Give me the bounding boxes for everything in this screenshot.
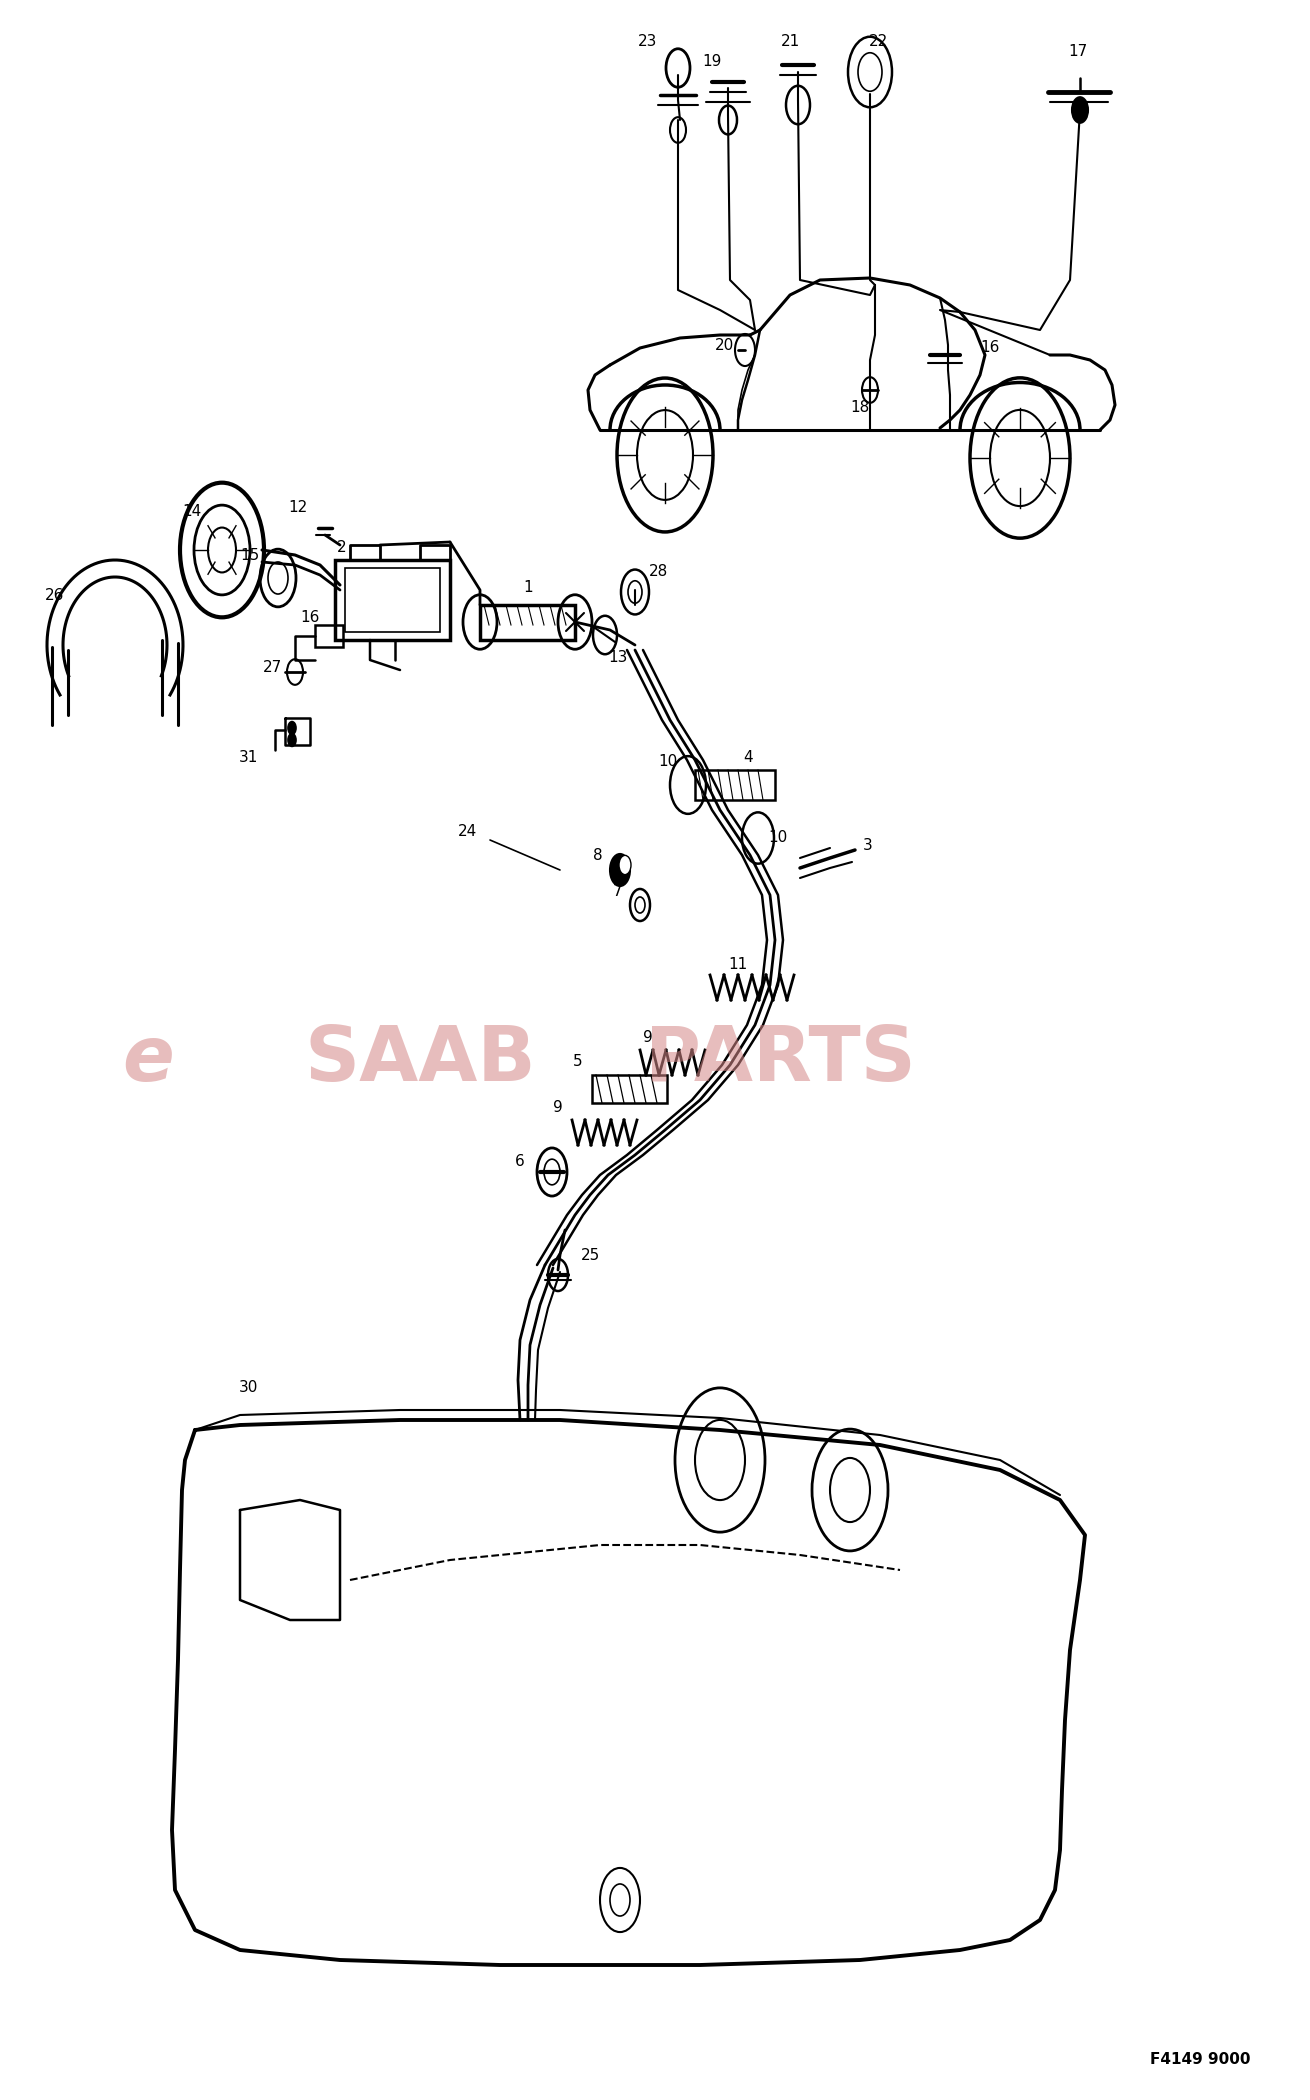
Bar (335, 561, 451, 640)
Circle shape (288, 733, 296, 746)
Text: PARTS: PARTS (645, 1023, 916, 1096)
Text: 23: 23 (638, 34, 658, 50)
Circle shape (1072, 97, 1089, 122)
Text: 14: 14 (182, 504, 202, 519)
Text: 22: 22 (869, 34, 888, 50)
Bar (345, 567, 440, 632)
Text: 24: 24 (458, 825, 478, 840)
Text: 16: 16 (300, 611, 320, 626)
Text: 4: 4 (743, 750, 753, 766)
Text: SAAB: SAAB (304, 1023, 536, 1096)
Text: 21: 21 (781, 34, 799, 50)
Text: 26: 26 (46, 588, 64, 603)
Bar (314, 626, 343, 647)
Text: 5: 5 (574, 1054, 583, 1069)
Text: e: e (122, 1023, 174, 1096)
Text: 20: 20 (715, 338, 735, 353)
Text: 10: 10 (659, 754, 677, 769)
Text: 12: 12 (288, 500, 308, 514)
Text: 2: 2 (337, 540, 347, 557)
Text: 7: 7 (613, 884, 622, 899)
Bar (592, 1075, 667, 1102)
Text: 1: 1 (523, 580, 533, 596)
Text: 25: 25 (580, 1247, 600, 1262)
Text: 9: 9 (643, 1031, 652, 1046)
Circle shape (620, 855, 631, 874)
Bar (696, 771, 776, 800)
Text: 16: 16 (980, 340, 1000, 355)
Text: 11: 11 (728, 958, 748, 972)
Text: 6: 6 (515, 1155, 525, 1170)
Bar (479, 605, 575, 640)
Text: 15: 15 (240, 548, 259, 563)
Text: 3: 3 (863, 838, 872, 853)
Text: 8: 8 (593, 848, 603, 863)
Text: 13: 13 (608, 651, 627, 666)
Circle shape (288, 722, 296, 735)
Text: 31: 31 (238, 750, 258, 766)
Text: 28: 28 (648, 565, 668, 580)
Text: F4149 9000: F4149 9000 (1149, 2052, 1250, 2068)
Text: 18: 18 (850, 401, 870, 416)
Text: 19: 19 (702, 55, 722, 69)
Text: 30: 30 (238, 1380, 258, 1396)
Text: 9: 9 (553, 1100, 563, 1115)
Text: 17: 17 (1069, 44, 1087, 59)
Circle shape (610, 855, 630, 886)
Text: 10: 10 (769, 830, 787, 846)
Text: 27: 27 (262, 662, 282, 676)
